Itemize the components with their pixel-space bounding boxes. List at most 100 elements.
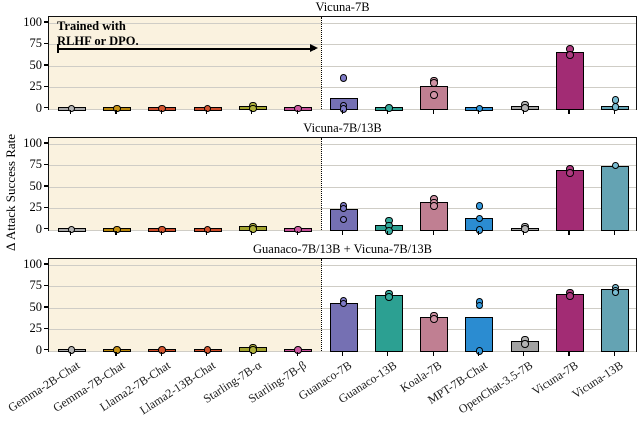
scatter-dot	[294, 225, 302, 234]
x-tick	[160, 110, 162, 114]
y-tick-label: 0	[35, 342, 42, 357]
rlhf-arrow-head	[309, 44, 318, 53]
scatter-dot	[520, 225, 529, 233]
x-tick	[70, 110, 72, 114]
x-tick	[387, 231, 389, 235]
y-tick-label: 0	[35, 221, 42, 236]
x-tick	[251, 110, 253, 114]
x-tick	[523, 231, 525, 235]
scatter-dot	[158, 225, 167, 234]
scatter-dot	[113, 346, 121, 354]
scatter-dot	[339, 105, 348, 113]
gridline	[49, 165, 636, 167]
x-tick	[115, 352, 117, 356]
panel-title: Guanaco-7B/13B + Vicuna-7B/13B	[253, 242, 432, 256]
x-tick	[205, 231, 208, 235]
scatter-dot	[294, 346, 302, 354]
scatter-dot	[430, 315, 438, 323]
scatter-dot	[475, 202, 484, 210]
scatter-dot	[385, 292, 393, 301]
y-tick	[43, 85, 48, 87]
x-tick	[251, 231, 253, 235]
y-tick-label: 0	[35, 100, 42, 115]
scatter-dot	[475, 214, 484, 223]
y-tick-label: 100	[23, 15, 42, 29]
y-tick	[43, 142, 48, 144]
y-tick-label: 50	[29, 299, 43, 314]
x-tick	[251, 352, 253, 356]
annotation-line1: Trained with	[57, 19, 126, 33]
y-tick-label: 75	[29, 36, 43, 51]
x-tick	[341, 110, 344, 114]
scatter-dot	[203, 225, 212, 234]
scatter-dot	[475, 226, 484, 234]
scatter-dot	[385, 226, 393, 235]
y-tick-label: 50	[29, 57, 43, 72]
x-tick	[70, 231, 72, 235]
gridline	[49, 186, 636, 188]
y-tick	[43, 349, 48, 351]
scatter-dot	[611, 161, 620, 170]
scatter-dot	[475, 301, 484, 310]
scatter-dot	[67, 104, 76, 113]
scatter-dot	[339, 204, 348, 213]
bar	[556, 52, 585, 111]
x-tick	[568, 231, 570, 235]
y-tick	[43, 21, 48, 23]
scatter-dot	[158, 104, 167, 113]
x-tick	[387, 110, 389, 114]
scatter-dot	[430, 79, 438, 87]
y-tick	[43, 64, 48, 66]
group-separator	[320, 138, 322, 230]
rlhf-region	[49, 259, 321, 351]
plot-area	[48, 258, 637, 355]
gridline	[49, 65, 636, 67]
x-tick	[432, 352, 434, 356]
y-tick-label: 100	[23, 136, 42, 150]
y-tick	[43, 185, 48, 187]
x-tick	[477, 110, 479, 114]
x-tick	[70, 352, 72, 356]
bar	[556, 294, 585, 353]
x-tick	[341, 352, 344, 356]
gridline	[49, 44, 636, 46]
scatter-dot	[520, 104, 529, 112]
x-tick	[205, 352, 208, 356]
panel-title: Vicuna-7B	[315, 0, 370, 14]
rlhf-arrow	[57, 47, 315, 50]
y-tick	[43, 163, 48, 166]
x-tick	[613, 110, 615, 114]
x-tick	[341, 231, 344, 235]
rlhf-annotation: Trained with RLHF or DPO.	[57, 19, 139, 48]
y-tick-label: 100	[23, 257, 42, 271]
y-tick-label: 50	[29, 178, 43, 193]
y-tick-label: 25	[29, 200, 43, 215]
scatter-dot	[249, 104, 257, 113]
x-tick	[523, 352, 525, 356]
bar	[329, 302, 358, 353]
scatter-dot	[249, 346, 257, 354]
scatter-dot	[113, 104, 121, 113]
y-tick	[43, 327, 48, 329]
x-tick-label: Vicuna-13B	[569, 358, 626, 402]
x-tick	[523, 110, 525, 114]
panel-title: Vicuna-7B/13B	[303, 121, 382, 135]
scatter-dot	[203, 104, 212, 113]
rlhf-arrow-cap	[57, 44, 59, 54]
scatter-dot	[294, 104, 302, 113]
scatter-dot	[520, 340, 529, 348]
scatter-dot	[475, 347, 484, 355]
bar	[374, 294, 403, 353]
scatter-dot	[113, 225, 121, 234]
gridline	[49, 286, 636, 288]
x-tick	[160, 231, 162, 235]
x-tick	[387, 352, 389, 356]
gridline	[49, 265, 636, 266]
scatter-dot	[339, 215, 348, 224]
rlhf-region	[49, 138, 321, 230]
y-tick	[43, 263, 48, 265]
scatter-dot	[339, 299, 348, 308]
bar	[601, 166, 630, 232]
scatter-dot	[67, 225, 76, 234]
